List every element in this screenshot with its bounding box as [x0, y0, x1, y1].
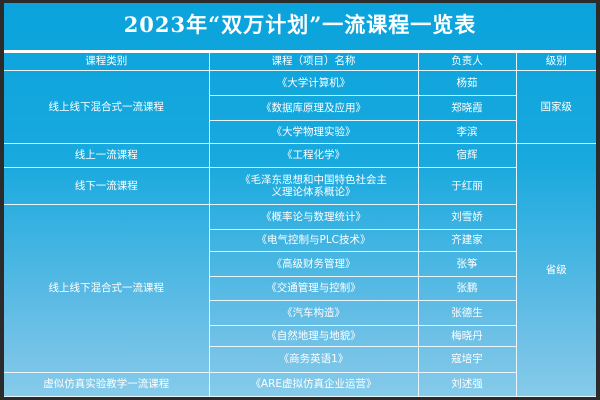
header-lead: 负责人: [417, 53, 517, 71]
table-row: 线上线下混合式一流课程 《大学计算机》 杨茹 国家级: [4, 69, 596, 144]
table-row: 线下一流课程 《毛泽东思想和中国特色社会主义理论体系概论》 于红丽: [4, 166, 596, 205]
table-row: 《商务英语1》 寇培宇: [4, 345, 596, 373]
course-name: 《高级财务管理》: [209, 250, 419, 277]
course-lead: 刘述强: [417, 371, 516, 397]
course-lead: 李滨: [417, 119, 516, 144]
course-name: 《汽车构造》: [209, 299, 419, 326]
course-name: 《商务英语1》: [209, 345, 419, 373]
course-name: 《交通管理与控制》: [209, 275, 419, 301]
header-row: 课程类别 课程（项目）名称 负责人 级别: [4, 53, 596, 71]
table-row: 《高级财务管理》 张筝: [4, 250, 596, 277]
course-lead: 张德生: [417, 299, 516, 326]
course-name: 《ARE虚拟仿真企业运营》: [208, 371, 419, 397]
header-course-name: 课程（项目）名称: [208, 53, 419, 71]
course-lead: 宿辉: [417, 142, 517, 168]
header-level: 级别: [515, 53, 596, 71]
table-row: 《交通管理与控制》 张鹏: [4, 275, 596, 301]
course-lead: 齐建家: [417, 228, 516, 252]
course-lead: 刘雪娇: [417, 203, 516, 230]
course-name: 《数据库原理及应用》: [209, 94, 419, 121]
course-name: 《概率论与数理统计》: [208, 203, 419, 230]
table-row: 《电气控制与PLC技术》 齐建家: [4, 228, 596, 252]
course-lead: 寇培宇: [417, 345, 516, 373]
category-cell: 线上线下混合式一流课程: [4, 69, 210, 144]
course-lead: 于红丽: [417, 166, 516, 205]
course-list-sheet: 2023年“双万计划”一流课程一览表 课程类别 课程（项目）名称 负责人 级别 …: [4, 3, 596, 397]
table-row: 《数据库原理及应用》 郑晓霞: [4, 94, 596, 121]
page-title: 2023年“双万计划”一流课程一览表: [4, 3, 596, 53]
course-name: 《工程化学》: [208, 142, 419, 168]
course-table: 课程类别 课程（项目）名称 负责人 级别 线上线下混合式一流课程 《大学计算机》…: [4, 53, 596, 397]
table-row: 虚似仿真实验教学一流课程 《ARE虚拟仿真企业运营》 刘述强: [4, 371, 596, 397]
course-lead: 杨茹: [417, 69, 517, 96]
course-lead: 郑晓霞: [417, 94, 516, 121]
level-cell: 国家级: [515, 69, 596, 144]
category-cell: 线上线下混合式一流课程: [4, 203, 210, 373]
table-row: 线上线下混合式一流课程 《概率论与数理统计》 刘雪娇: [4, 203, 596, 373]
course-name: 《毛泽东思想和中国特色社会主义理论体系概论》: [208, 166, 419, 205]
course-name: 《电气控制与PLC技术》: [209, 228, 419, 252]
table-row: 线上一流课程 《工程化学》 宿辉 省级: [4, 142, 596, 397]
course-lead: 张筝: [417, 250, 516, 277]
category-cell: 线下一流课程: [4, 166, 210, 205]
course-name: 《大学物理实验》: [209, 119, 419, 144]
level-cell: 省级: [515, 142, 596, 397]
category-cell: 虚似仿真实验教学一流课程: [4, 371, 210, 397]
course-name: 《大学计算机》: [208, 69, 419, 96]
header-category: 课程类别: [4, 53, 210, 71]
course-name: 《自然地理与地貌》: [209, 324, 419, 347]
category-cell: 线上一流课程: [4, 142, 210, 168]
course-lead: 张鹏: [417, 275, 516, 301]
course-lead: 梅晓丹: [417, 324, 516, 347]
